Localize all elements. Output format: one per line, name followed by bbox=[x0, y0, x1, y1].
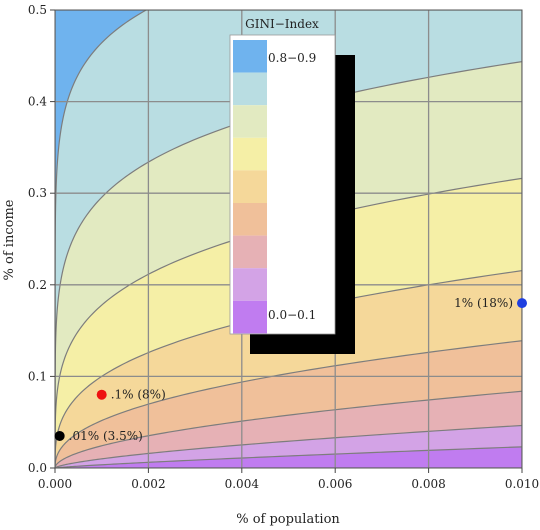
y-axis-label: % of income bbox=[2, 199, 17, 280]
y-axis: 0.0 0.1 0.2 0.3 0.4 0.5 bbox=[28, 3, 55, 475]
legend-swatch-0.6-0.7 bbox=[233, 105, 267, 138]
x-tick-label: 0.004 bbox=[225, 477, 260, 491]
x-axis: 0.000 0.002 0.004 0.006 0.008 0.010 bbox=[38, 468, 539, 491]
contour-line-0.3 bbox=[55, 390, 522, 468]
x-tick-label: 0.006 bbox=[318, 477, 352, 491]
legend-label-bottom: 0.0−0.1 bbox=[268, 308, 316, 322]
legend-label-top: 0.8−0.9 bbox=[268, 51, 316, 65]
band-0.0-0.1 bbox=[55, 446, 522, 468]
x-axis-label: % of population bbox=[236, 512, 340, 527]
contour-line-0.4 bbox=[55, 340, 522, 468]
legend-swatch-0.7-0.8 bbox=[233, 72, 267, 106]
legend-title: GINI−Index bbox=[245, 17, 319, 31]
data-point-label: .1% (8%) bbox=[111, 388, 166, 402]
x-tick-label: 0.008 bbox=[411, 477, 445, 491]
legend-swatch-0.8-0.9 bbox=[233, 40, 267, 73]
data-point-label: 1% (18%) bbox=[454, 296, 513, 310]
y-tick-label: 0.1 bbox=[28, 369, 47, 383]
x-tick-label: 0.010 bbox=[505, 477, 539, 491]
y-tick-label: 0.5 bbox=[28, 3, 47, 17]
contour-line-0.2 bbox=[55, 424, 522, 468]
x-tick-label: 0.002 bbox=[131, 477, 165, 491]
y-tick-label: 0.2 bbox=[28, 278, 47, 292]
legend-swatch-0.3-0.4 bbox=[233, 203, 267, 236]
data-point bbox=[517, 298, 527, 309]
legend: GINI−Index 0.8−0.9 0.0−0.1 bbox=[229, 17, 355, 354]
legend-swatch-0.2-0.3 bbox=[233, 235, 267, 269]
data-point-label: .01% (3.5%) bbox=[69, 429, 143, 443]
legend-swatch-0.0-0.1 bbox=[233, 300, 267, 334]
x-tick-label: 0.000 bbox=[38, 477, 72, 491]
legend-swatch-0.1-0.2 bbox=[233, 268, 267, 301]
plot-frame bbox=[54, 9, 523, 469]
contour-line-0.8 bbox=[55, 10, 148, 377]
legend-swatches bbox=[233, 40, 267, 334]
data-point bbox=[54, 430, 65, 441]
legend-swatch-0.5-0.6 bbox=[233, 137, 267, 171]
y-tick-label: 0.4 bbox=[28, 95, 47, 109]
legend-swatch-0.4-0.5 bbox=[233, 170, 267, 203]
data-points: 1% (18%) .1% (8%) .01% (3.5%) bbox=[54, 296, 527, 443]
frame-border bbox=[54, 9, 523, 469]
y-tick-label: 0.0 bbox=[28, 461, 47, 475]
data-point bbox=[96, 389, 107, 400]
y-tick-label: 0.3 bbox=[28, 186, 47, 200]
